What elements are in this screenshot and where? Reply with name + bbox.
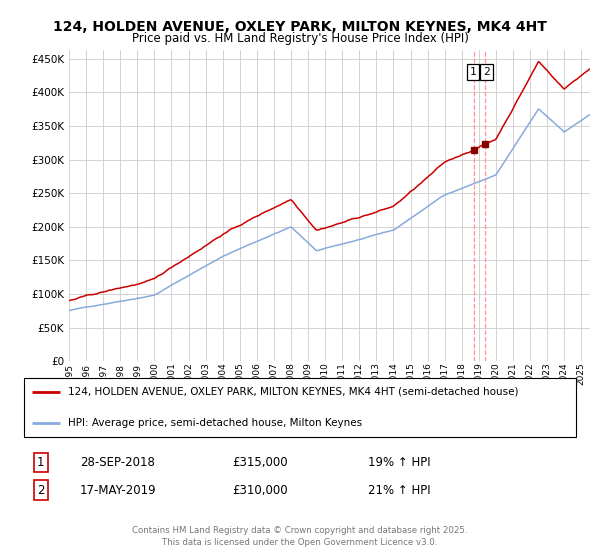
Text: £315,000: £315,000: [232, 456, 288, 469]
Text: 2: 2: [483, 67, 490, 77]
Text: Price paid vs. HM Land Registry's House Price Index (HPI): Price paid vs. HM Land Registry's House …: [131, 32, 469, 45]
Text: £310,000: £310,000: [232, 484, 288, 497]
Text: This data is licensed under the Open Government Licence v3.0.: This data is licensed under the Open Gov…: [163, 538, 437, 547]
Text: 19% ↑ HPI: 19% ↑ HPI: [368, 456, 430, 469]
Text: 124, HOLDEN AVENUE, OXLEY PARK, MILTON KEYNES, MK4 4HT (semi-detached house): 124, HOLDEN AVENUE, OXLEY PARK, MILTON K…: [68, 387, 518, 397]
Text: 124, HOLDEN AVENUE, OXLEY PARK, MILTON KEYNES, MK4 4HT: 124, HOLDEN AVENUE, OXLEY PARK, MILTON K…: [53, 20, 547, 34]
FancyBboxPatch shape: [23, 378, 577, 437]
Text: Contains HM Land Registry data © Crown copyright and database right 2025.: Contains HM Land Registry data © Crown c…: [132, 526, 468, 535]
Text: 2: 2: [37, 484, 44, 497]
Text: 1: 1: [470, 67, 476, 77]
Text: 21% ↑ HPI: 21% ↑ HPI: [368, 484, 430, 497]
Text: 17-MAY-2019: 17-MAY-2019: [80, 484, 157, 497]
Text: 28-SEP-2018: 28-SEP-2018: [80, 456, 155, 469]
Text: HPI: Average price, semi-detached house, Milton Keynes: HPI: Average price, semi-detached house,…: [68, 418, 362, 428]
Text: 1: 1: [37, 456, 44, 469]
